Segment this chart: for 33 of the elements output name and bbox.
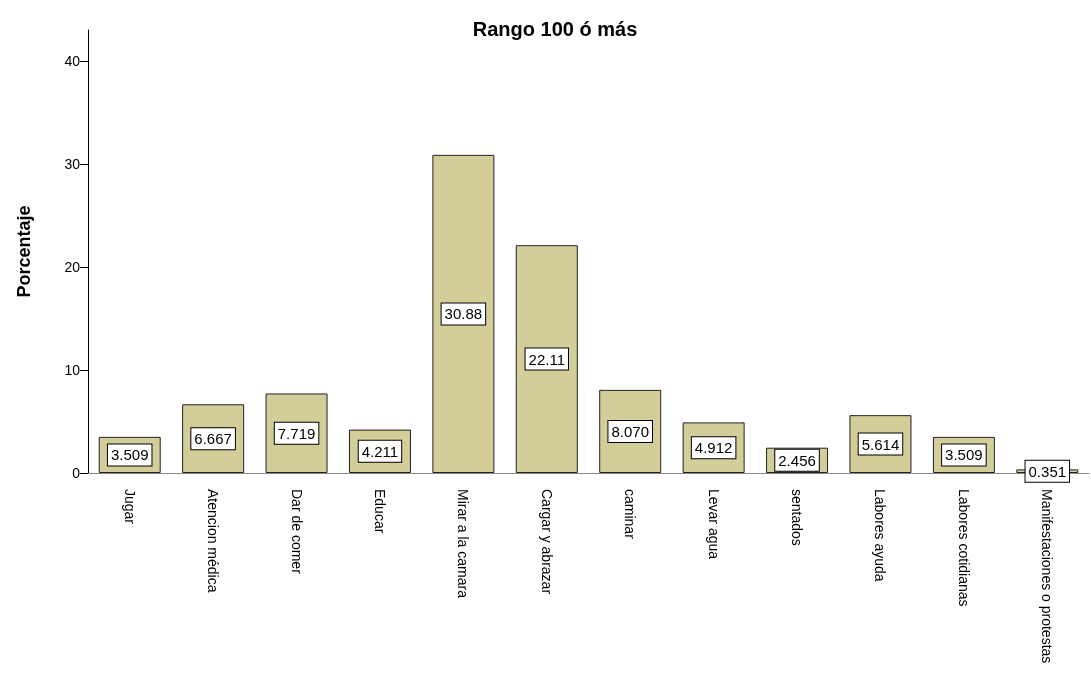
x-tick-label: Cargar y abrazar [538,489,555,595]
bar [432,154,495,473]
x-tick-label: Dar de comer [288,489,305,575]
y-tick-label: 20 [64,258,81,275]
y-tick-label: 40 [64,52,81,69]
data-label: 22.11 [528,350,566,368]
x-tick-label: Labores cotidianas [955,489,972,607]
y-axis-title: Porcentaje [14,205,34,298]
data-label: 7.719 [277,424,316,442]
data-label: 30.88 [444,305,483,323]
y-tick-label: 10 [64,361,81,378]
x-tick-label: Jugar [121,489,138,525]
x-tick-label: Manifestaciones o protestas [1039,489,1056,664]
data-label: 0.351 [1028,462,1067,480]
y-tick-label: 0 [72,465,81,481]
x-tick-label: Educar [371,489,388,534]
data-label: 2.456 [778,451,816,469]
x-tick-label: sentados [789,489,806,546]
x-tick-label: Mirar a la camara [455,489,472,599]
data-label: 4.211 [361,442,399,460]
bar [515,245,578,473]
data-label: 5.614 [861,435,900,453]
data-label: 6.667 [194,430,232,448]
data-label: 3.509 [945,446,983,464]
chart-title: Rango 100 ó más [472,18,638,40]
data-label: 4.912 [694,439,733,457]
y-tick-label: 30 [64,155,81,172]
data-label: 8.070 [611,422,649,440]
data-label: 3.509 [110,446,149,464]
x-tick-label: caminar [622,489,639,540]
x-tick-label: Labores ayuda [872,489,889,582]
x-tick-label: Atencion médica [205,489,222,593]
x-tick-label: Levar agua [705,489,722,560]
